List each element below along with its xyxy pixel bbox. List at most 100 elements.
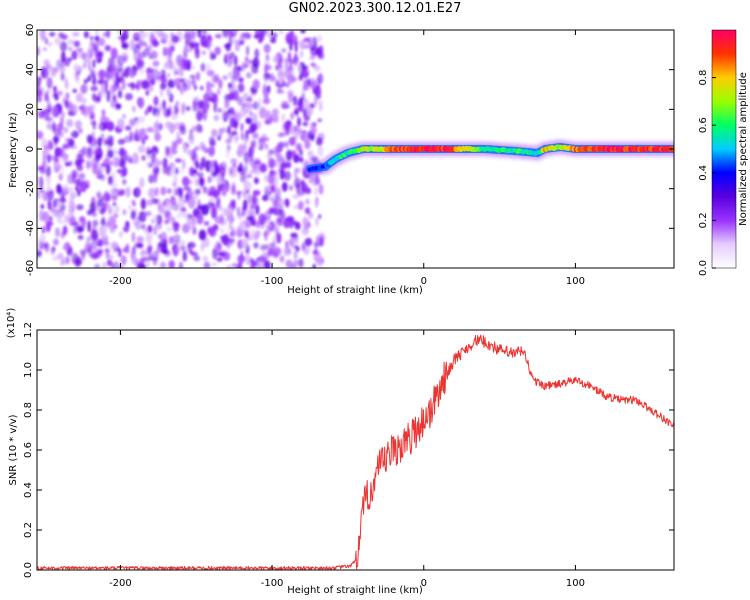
- noise-blob-590: [79, 249, 87, 256]
- noise-blob-1510: [273, 170, 278, 176]
- noise-blob-426: [37, 251, 42, 257]
- noise-blob-651: [255, 204, 260, 215]
- noise-blob-1597: [244, 223, 251, 230]
- noise-blob-613: [193, 255, 201, 261]
- noise-blob-1251: [236, 228, 242, 238]
- noise-blob-28: [62, 111, 66, 118]
- snr-series-line: [37, 334, 674, 570]
- noise-blob-437: [120, 255, 127, 266]
- noise-blob-1569: [117, 35, 125, 41]
- noise-blob-269: [279, 255, 285, 263]
- noise-blob-420: [96, 199, 104, 208]
- noise-blob-1412: [157, 204, 161, 211]
- x-tick-label: -100: [261, 578, 284, 589]
- noise-blob-1323: [94, 263, 101, 268]
- noise-blob-1531: [46, 184, 51, 192]
- noise-blob-903: [237, 83, 245, 93]
- noise-blob-401: [208, 136, 216, 146]
- noise-blob-1113: [183, 32, 192, 41]
- noise-blob-1449: [272, 235, 277, 245]
- noise-blob-1526: [141, 155, 147, 161]
- noise-blob-1222: [249, 258, 255, 265]
- noise-blob-1577: [154, 70, 162, 78]
- noise-blob-792: [214, 46, 221, 56]
- noise-blob-1329: [298, 258, 304, 268]
- noise-blob-1242: [207, 39, 211, 52]
- noise-blob-207: [207, 176, 212, 184]
- noise-blob-1164: [112, 156, 121, 168]
- snr-y-scale-label: (x10⁴): [6, 308, 17, 339]
- noise-blob-272: [136, 236, 144, 243]
- snr-panel: -200 -100 0 100 0.0 0.2 0.4 0.6 0.8 1.0 1.2 Heigh…: [6, 308, 675, 596]
- noise-blob-1271: [297, 64, 302, 74]
- noise-blob-1125: [89, 201, 97, 214]
- snr-y-ticks: 0.0 0.2 0.4 0.6 0.8 1.0 1.2: [23, 322, 674, 578]
- noise-blob-1467: [175, 100, 180, 106]
- noise-blob-1519: [311, 156, 319, 163]
- noise-blob-1005: [44, 241, 50, 253]
- noise-blob-1440: [287, 37, 293, 44]
- noise-blob-1490: [224, 99, 230, 109]
- noise-blob-1558: [285, 250, 293, 255]
- noise-blob-148: [180, 244, 186, 252]
- noise-blob-1277: [254, 176, 258, 184]
- noise-blob-521: [52, 256, 59, 261]
- spectrogram-y-ticks: -60 -40 -20 0 20 40 60: [25, 24, 674, 276]
- noise-blob-1077: [91, 254, 99, 260]
- noise-blob-1567: [135, 80, 141, 91]
- noise-blob-593: [125, 186, 131, 198]
- noise-blob-1446: [84, 242, 90, 249]
- noise-blob-1112: [168, 170, 176, 177]
- colorbar-tick-label: 0.8: [698, 70, 709, 86]
- noise-blob-1431: [254, 68, 258, 75]
- noise-blob-652: [317, 118, 323, 123]
- noise-blob-1506: [189, 43, 196, 49]
- noise-blob-1400: [65, 92, 70, 100]
- noise-blob-1478: [66, 186, 74, 194]
- noise-blob-1459: [317, 145, 324, 157]
- noise-blob-1457: [288, 185, 294, 191]
- noise-blob-1079: [128, 204, 132, 211]
- noise-blob-1316: [294, 221, 301, 230]
- noise-blob-1485: [198, 229, 207, 241]
- noise-blob-1218: [222, 30, 229, 38]
- noise-blob-1215: [75, 93, 84, 103]
- noise-blob-1477: [164, 145, 169, 157]
- noise-blob-1552: [272, 55, 279, 64]
- noise-blob-1581: [136, 59, 145, 68]
- noise-blob-397: [243, 199, 248, 211]
- noise-blob-1072: [131, 105, 136, 113]
- noise-blob-1287: [227, 125, 231, 135]
- noise-blob-1472: [101, 225, 107, 237]
- noise-blob-1544: [196, 123, 202, 133]
- noise-blob-1530: [37, 176, 42, 187]
- noise-blob-1427: [179, 85, 186, 93]
- noise-blob-1016: [302, 98, 310, 110]
- noise-blob-1313: [187, 196, 196, 209]
- noise-blob-893: [315, 235, 320, 248]
- noise-blob-1444: [116, 169, 123, 174]
- noise-blob-723: [233, 119, 238, 130]
- noise-blob-1178: [174, 103, 179, 115]
- noise-blob-626: [100, 133, 105, 142]
- noise-blob-1025: [138, 211, 147, 223]
- noise-blob-1489: [163, 219, 170, 225]
- noise-blob-715: [73, 62, 79, 73]
- noise-blob-1020: [37, 46, 41, 56]
- noise-blob-915: [281, 213, 286, 220]
- noise-blob-1571: [263, 91, 269, 102]
- noise-blob-323: [110, 84, 116, 95]
- noise-blob-1524: [44, 91, 49, 102]
- noise-blob-1015: [105, 202, 110, 208]
- noise-blob-1516: [211, 206, 217, 219]
- noise-blob-1298: [187, 241, 196, 249]
- x-tick-label: 100: [566, 276, 585, 287]
- noise-blob-1357: [87, 161, 94, 168]
- noise-blob-1507: [275, 143, 283, 154]
- noise-blob-1243: [98, 69, 106, 80]
- noise-blob-1570: [241, 104, 245, 110]
- noise-blob-1546: [74, 256, 82, 265]
- noise-blob-1538: [138, 115, 146, 124]
- noise-blob-1505: [258, 255, 266, 263]
- colorbar-tick-label: 0.2: [698, 212, 709, 228]
